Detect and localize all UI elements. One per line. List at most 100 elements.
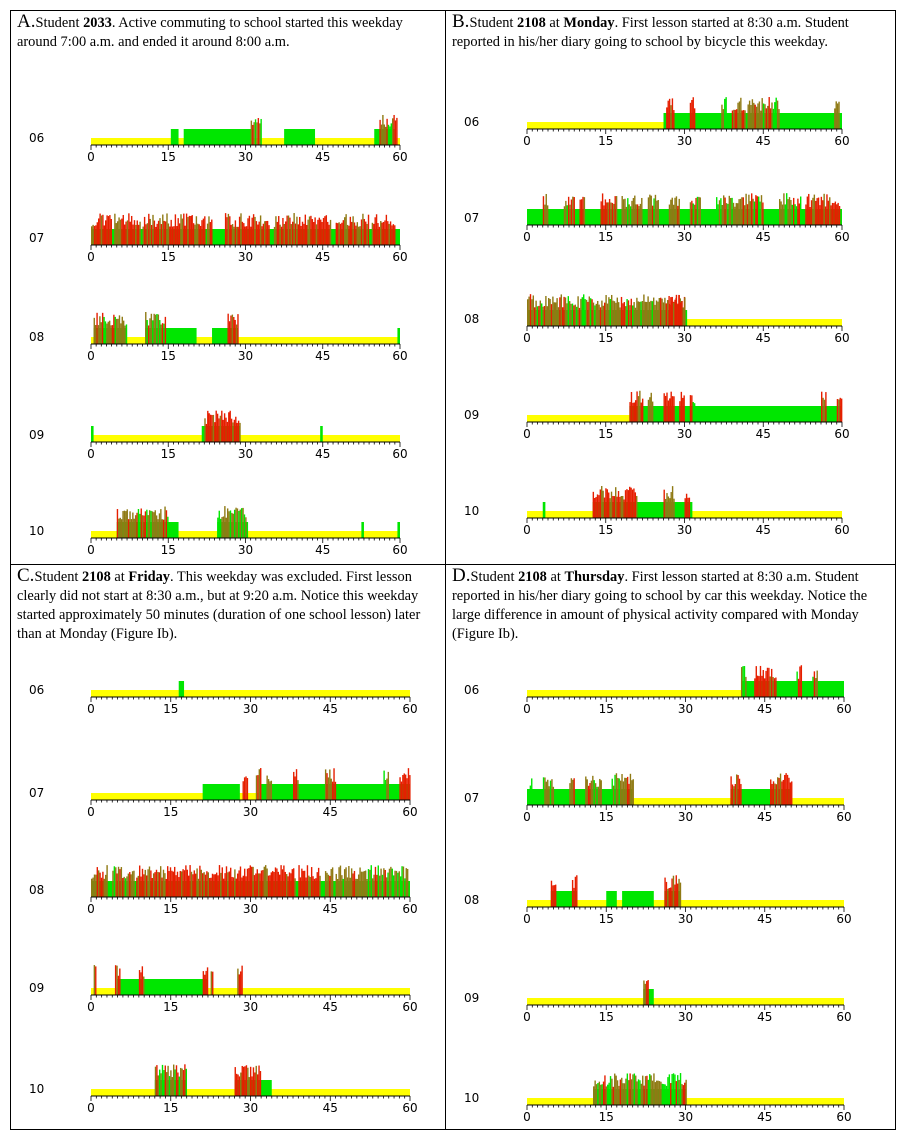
hour-label: 06 bbox=[464, 115, 479, 129]
minor-ticks bbox=[526, 697, 845, 702]
vigorous-activity-burst bbox=[145, 312, 167, 344]
hour-label: 07 bbox=[29, 786, 44, 800]
x-tick-label: 60 bbox=[834, 427, 849, 441]
x-tick-label: 30 bbox=[243, 1101, 258, 1115]
vigorous-activity-burst bbox=[93, 965, 97, 995]
moderate-activity-segment bbox=[178, 681, 185, 697]
hour-label: 06 bbox=[29, 683, 44, 697]
x-tick-label: 60 bbox=[392, 250, 407, 264]
moderate-activity-segment bbox=[397, 328, 400, 344]
x-tick-label: 15 bbox=[163, 1101, 178, 1115]
x-tick-label: 30 bbox=[677, 331, 692, 345]
x-tick-label: 30 bbox=[678, 702, 693, 716]
vigorous-activity-burst bbox=[679, 391, 685, 422]
x-tick-label: 15 bbox=[599, 702, 614, 716]
vigorous-activity-burst bbox=[91, 213, 112, 245]
x-tick-label: 15 bbox=[598, 134, 613, 148]
panel-letter: C. bbox=[17, 565, 35, 586]
x-tick-label: 30 bbox=[243, 702, 258, 716]
minor-ticks bbox=[526, 1005, 845, 1010]
x-tick-label: 60 bbox=[392, 447, 407, 461]
hour-label: 08 bbox=[464, 893, 479, 907]
x-tick-label: 0 bbox=[523, 810, 531, 824]
vigorous-activity-burst bbox=[779, 193, 802, 225]
minor-ticks bbox=[526, 225, 843, 230]
x-tick-label: 15 bbox=[161, 447, 176, 461]
minor-ticks bbox=[526, 129, 843, 134]
x-tick-label: 60 bbox=[392, 349, 407, 363]
x-tick-label: 0 bbox=[523, 331, 531, 345]
vigorous-activity-burst bbox=[668, 294, 686, 326]
x-tick-label: 45 bbox=[323, 702, 338, 716]
vigorous-activity-burst bbox=[206, 216, 213, 245]
minor-ticks bbox=[90, 800, 411, 805]
x-tick-label: 0 bbox=[523, 1110, 531, 1124]
hour-label: 06 bbox=[464, 683, 479, 697]
x-tick-label: 60 bbox=[836, 810, 851, 824]
moderate-activity-segment bbox=[542, 502, 546, 518]
x-tick-label: 0 bbox=[87, 250, 95, 264]
minor-ticks bbox=[526, 907, 845, 912]
hour-row-07: 07 0 15 30 45 60 bbox=[464, 773, 852, 824]
vigorous-activity-burst bbox=[834, 101, 840, 129]
hour-label: 08 bbox=[29, 330, 44, 344]
x-tick-label: 30 bbox=[677, 427, 692, 441]
x-tick-label: 0 bbox=[523, 912, 531, 926]
baseline-bar bbox=[527, 690, 844, 697]
vigorous-activity-burst bbox=[379, 114, 398, 145]
x-tick-label: 30 bbox=[677, 523, 692, 537]
hour-row-10: 10 0 15 30 45 60 bbox=[29, 1064, 418, 1115]
moderate-activity-segment bbox=[320, 426, 323, 442]
x-tick-label: 15 bbox=[163, 1000, 178, 1014]
x-tick-label: 15 bbox=[598, 331, 613, 345]
caption-text: at bbox=[545, 15, 564, 31]
vigorous-activity-burst bbox=[629, 390, 644, 422]
vigorous-activity-burst bbox=[91, 865, 108, 897]
x-tick-label: 0 bbox=[523, 134, 531, 148]
x-tick-label: 60 bbox=[834, 523, 849, 537]
vigorous-activity-burst bbox=[663, 486, 675, 518]
hour-label: 09 bbox=[29, 428, 44, 442]
vigorous-activity-burst bbox=[563, 196, 575, 225]
baseline-bar bbox=[91, 435, 400, 442]
hour-label: 07 bbox=[29, 231, 44, 245]
vigorous-activity-burst bbox=[237, 965, 243, 995]
vigorous-activity-burst bbox=[542, 777, 555, 805]
moderate-activity-segment bbox=[202, 784, 240, 800]
x-tick-label: 45 bbox=[315, 150, 330, 164]
caption-c: C.Student 2108 at Friday. This weekday w… bbox=[17, 566, 439, 644]
x-tick-label: 30 bbox=[678, 1110, 693, 1124]
caption-text: at bbox=[110, 569, 129, 585]
x-tick-label: 0 bbox=[523, 230, 531, 244]
x-tick-label: 15 bbox=[599, 1010, 614, 1024]
x-tick-label: 0 bbox=[87, 349, 95, 363]
hour-row-10: 10 0 15 30 45 60 bbox=[29, 506, 408, 557]
panel-letter: D. bbox=[452, 565, 471, 586]
vigorous-activity-burst bbox=[796, 665, 803, 697]
caption-text: Thursday bbox=[564, 569, 625, 585]
vigorous-activity-burst bbox=[93, 312, 128, 344]
x-tick-label: 45 bbox=[323, 1000, 338, 1014]
vigorous-activity-burst bbox=[663, 391, 675, 422]
x-tick-label: 60 bbox=[392, 150, 407, 164]
x-tick-label: 0 bbox=[87, 805, 95, 819]
vigorous-activity-burst bbox=[114, 965, 121, 995]
vigorous-activity-burst bbox=[250, 118, 262, 145]
vigorous-activity-burst bbox=[542, 193, 549, 225]
vigorous-activity-burst bbox=[242, 776, 249, 800]
minor-ticks bbox=[90, 245, 401, 250]
x-tick-label: 0 bbox=[523, 523, 531, 537]
x-tick-label: 30 bbox=[678, 810, 693, 824]
vigorous-activity-burst bbox=[643, 980, 649, 1005]
x-tick-label: 30 bbox=[678, 912, 693, 926]
caption-text: . First lesson started at 8:30 a.m. Stud… bbox=[452, 15, 849, 50]
hour-row-09: 09 0 15 30 45 60 bbox=[29, 965, 418, 1014]
baseline-bar bbox=[91, 988, 410, 995]
panel-d: D.Student 2108 at Thursday. First lesson… bbox=[445, 564, 896, 1130]
vigorous-activity-burst bbox=[812, 670, 818, 697]
x-tick-label: 30 bbox=[243, 902, 258, 916]
hour-label: 10 bbox=[29, 1082, 44, 1096]
minor-ticks bbox=[90, 538, 401, 543]
